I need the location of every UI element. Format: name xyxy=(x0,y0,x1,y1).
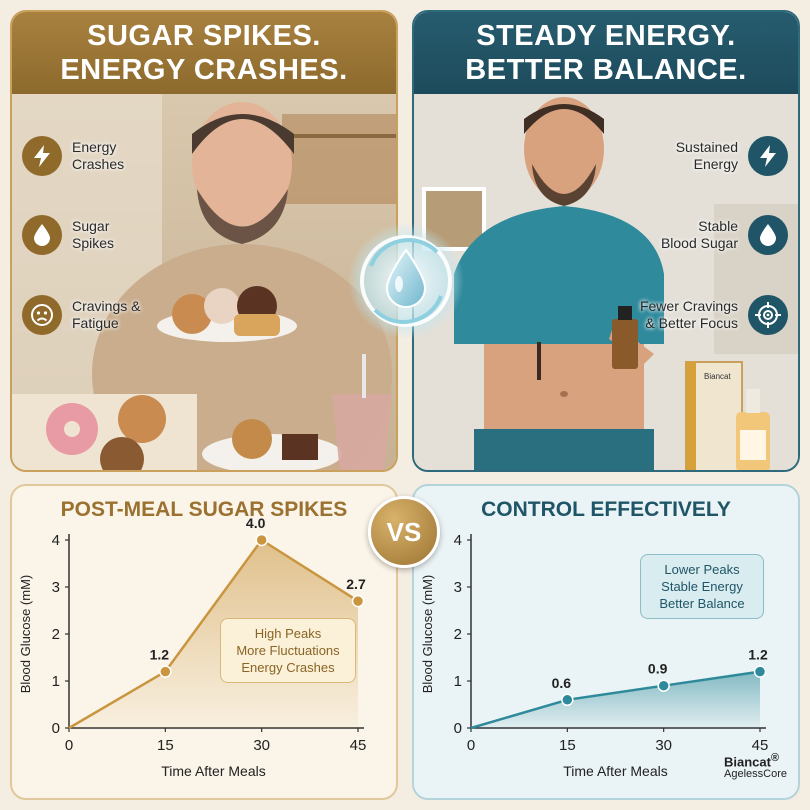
x-tick-label: 0 xyxy=(467,737,475,754)
control-chart: 0 1 2 3 4 0 15 30 45 0.6 0.9 1.2 Time After Meals Blo… xyxy=(420,532,769,779)
brand-name: Biancat xyxy=(724,754,771,770)
before-photo xyxy=(12,94,396,470)
data-point xyxy=(657,679,670,692)
feature-label: & Better Focus xyxy=(645,315,738,331)
series-line xyxy=(470,670,761,730)
feature-sustained-energy: Sustained Energy xyxy=(676,136,788,176)
feature-label: Fatigue xyxy=(72,315,119,331)
y-tick-label: 1 xyxy=(52,673,60,690)
note-line: More Fluctuations xyxy=(236,643,340,658)
x-tick-label: 0 xyxy=(65,737,73,754)
note-line: Energy Crashes xyxy=(241,660,335,675)
data-label: 2.7 xyxy=(346,576,366,592)
data-label: 1.2 xyxy=(150,647,170,663)
data-label: 0.9 xyxy=(648,661,668,677)
data-point xyxy=(159,665,172,678)
series-area xyxy=(471,671,760,728)
brand-subname: AgelessCore xyxy=(724,768,787,781)
before-title-line1: SUGAR SPIKES. xyxy=(87,20,321,52)
chart-title: CONTROL EFFECTIVELY xyxy=(481,498,731,521)
after-banner: STEADY ENERGY. BETTER BALANCE. xyxy=(414,12,798,94)
x-tick-label: 45 xyxy=(752,737,769,754)
data-point xyxy=(753,665,767,678)
after-title-line1: STEADY ENERGY. xyxy=(476,20,736,52)
drop-icon xyxy=(22,215,62,255)
after-title-line2: BETTER BALANCE. xyxy=(465,54,747,86)
feature-label: Stable xyxy=(698,218,738,234)
note-line: High Peaks xyxy=(254,626,322,641)
y-axis-label: Blood Glucose (mM) xyxy=(420,575,435,693)
data-label: 1.2 xyxy=(748,647,768,663)
chart-title: POST-MEAL SUGAR SPIKES xyxy=(60,498,348,521)
target-icon xyxy=(748,295,788,335)
feature-fewer-cravings: Fewer Cravings & Better Focus xyxy=(640,295,788,335)
feature-label: Fewer Cravings xyxy=(639,298,738,314)
water-drop-emblem xyxy=(347,222,465,340)
y-tick-label: 1 xyxy=(454,673,462,690)
y-tick-label: 3 xyxy=(52,579,60,596)
data-point xyxy=(351,594,365,608)
feature-label: Spikes xyxy=(72,235,115,251)
x-tick-label: 30 xyxy=(253,737,270,754)
lightning-icon xyxy=(22,136,62,176)
y-tick-label: 2 xyxy=(454,626,462,643)
sad-face-icon xyxy=(22,295,62,335)
after-panel: STEADY ENERGY. BETTER BALANCE. Biancat xyxy=(412,10,800,472)
data-point xyxy=(255,533,268,547)
before-title-line2: ENERGY CRASHES. xyxy=(60,54,348,86)
x-axis-label: Time After Meals xyxy=(563,763,668,779)
control-chart-panel: CONTROL EFFECTIVELY 0 1 2 3 4 0 15 30 45 0.6 0.9 1.… xyxy=(412,484,800,800)
x-axis-label: Time After Meals xyxy=(161,763,266,779)
y-tick-label: 0 xyxy=(454,720,462,737)
note-line: Better Balance xyxy=(659,596,745,611)
y-tick-label: 4 xyxy=(52,532,60,549)
feature-energy-crashes: Energy Crashes xyxy=(22,136,124,176)
registered-mark: ® xyxy=(770,752,779,764)
y-axis-label: Blood Glucose (mM) xyxy=(18,575,33,693)
y-tick-label: 3 xyxy=(454,579,462,596)
lightning-icon xyxy=(748,136,788,176)
data-point xyxy=(561,693,574,707)
feature-stable-blood-sugar: Stable Blood Sugar xyxy=(661,215,788,255)
data-label: 4.0 xyxy=(246,515,266,531)
feature-label: Cravings & xyxy=(72,298,141,314)
y-tick-label: 4 xyxy=(454,532,462,549)
control-note-box: Lower Peaks Stable Energy Better Balance xyxy=(640,554,764,619)
note-line: Lower Peaks xyxy=(664,562,740,577)
feature-label: Energy xyxy=(693,156,738,172)
x-tick-label: 45 xyxy=(350,737,367,754)
spike-note-box: High Peaks More Fluctuations Energy Cras… xyxy=(220,618,356,683)
after-photo: Biancat xyxy=(414,94,798,470)
vs-badge: VS xyxy=(368,496,440,568)
feature-cravings-fatigue: Cravings & Fatigue xyxy=(22,295,140,335)
feature-label: Blood Sugar xyxy=(660,235,738,251)
feature-label: Sugar xyxy=(72,218,110,234)
note-line: Stable Energy xyxy=(661,579,743,594)
feature-sugar-spikes: Sugar Spikes xyxy=(22,215,114,255)
before-panel: SUGAR SPIKES. ENERGY CRASHES. xyxy=(10,10,398,472)
feature-label: Crashes xyxy=(72,156,125,172)
before-banner: SUGAR SPIKES. ENERGY CRASHES. xyxy=(12,12,396,94)
x-tick-label: 15 xyxy=(559,737,576,754)
drop-icon xyxy=(748,215,788,255)
y-tick-label: 2 xyxy=(52,626,60,643)
brand-logo: Biancat® AgelessCore xyxy=(724,752,804,781)
x-tick-label: 30 xyxy=(655,737,672,754)
data-label: 0.6 xyxy=(552,675,572,691)
feature-label: Sustained xyxy=(675,139,738,155)
series-line xyxy=(68,538,359,730)
x-tick-label: 15 xyxy=(157,737,174,754)
product-brand-label: Biancat xyxy=(704,372,731,381)
feature-label: Energy xyxy=(72,139,117,155)
y-tick-label: 0 xyxy=(52,720,60,737)
